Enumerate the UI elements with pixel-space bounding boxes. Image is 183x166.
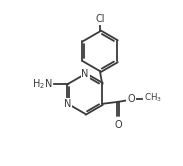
Text: Cl: Cl bbox=[95, 14, 105, 25]
Text: N: N bbox=[81, 69, 89, 79]
Text: H$_2$N: H$_2$N bbox=[31, 77, 52, 91]
Text: N: N bbox=[64, 99, 72, 109]
Text: O: O bbox=[114, 120, 122, 130]
Text: CH$_3$: CH$_3$ bbox=[144, 92, 162, 104]
Text: O: O bbox=[127, 94, 135, 104]
